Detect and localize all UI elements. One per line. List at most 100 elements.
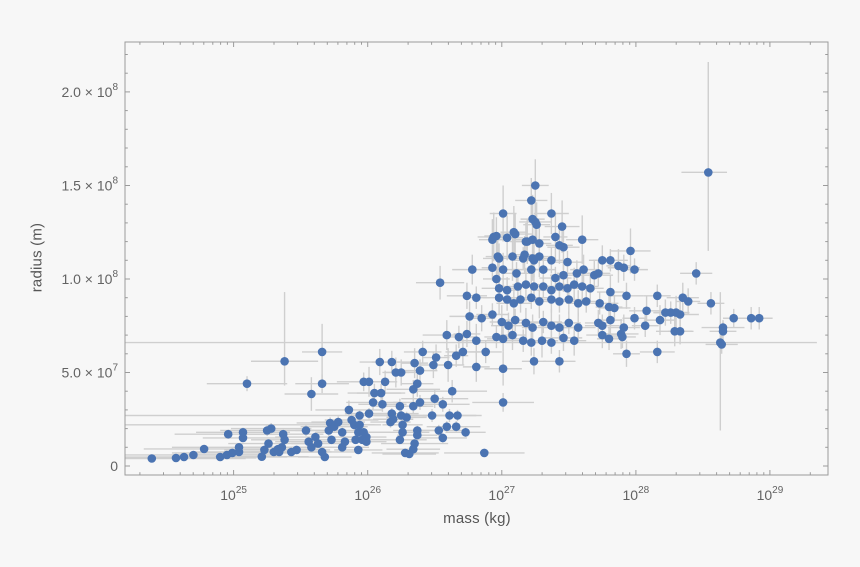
data-point <box>395 435 405 445</box>
data-point <box>234 443 244 452</box>
data-point <box>547 295 556 304</box>
data-point <box>529 282 539 291</box>
data-point <box>547 285 556 295</box>
data-point <box>260 445 269 455</box>
data-point <box>438 400 448 409</box>
data-point <box>527 265 536 274</box>
data-point <box>718 327 728 336</box>
data-point <box>355 420 364 430</box>
data-point <box>451 422 461 432</box>
x-tick-label: 1025 <box>220 485 247 503</box>
data-point <box>598 330 607 340</box>
x-tick-label: 1027 <box>488 485 515 503</box>
data-point <box>619 263 629 273</box>
data-point <box>535 252 544 261</box>
data-point <box>462 291 472 301</box>
data-point <box>380 377 390 387</box>
data-point <box>386 417 395 427</box>
data-point <box>551 232 560 242</box>
data-point <box>264 439 273 448</box>
data-point <box>327 435 336 445</box>
data-point <box>559 242 568 252</box>
data-point <box>307 389 316 399</box>
data-point <box>402 413 411 422</box>
data-point <box>415 366 425 375</box>
data-point <box>398 420 407 430</box>
data-point <box>351 435 360 445</box>
data-point <box>498 265 508 274</box>
data-point <box>301 426 311 435</box>
data-point <box>307 443 316 452</box>
data-point <box>527 293 536 303</box>
data-point <box>498 334 508 344</box>
data-point <box>642 306 651 316</box>
x-tick-label: 1029 <box>757 485 784 503</box>
data-point <box>376 388 386 398</box>
data-point <box>706 299 716 308</box>
data-point <box>537 336 547 346</box>
data-point <box>630 313 639 323</box>
data-point <box>242 379 252 389</box>
data-point <box>555 282 564 291</box>
data-point <box>683 297 693 306</box>
data-point <box>238 433 248 443</box>
data-point <box>498 209 508 218</box>
data-point <box>493 252 503 261</box>
data-point <box>277 443 287 452</box>
data-point <box>521 318 531 328</box>
data-point <box>598 321 607 331</box>
data-point <box>528 254 537 263</box>
data-point <box>569 336 579 346</box>
data-point <box>497 317 507 327</box>
data-point <box>573 323 583 332</box>
data-point <box>418 347 428 357</box>
data-point <box>528 323 537 332</box>
data-point <box>375 357 385 367</box>
data-point <box>410 358 419 368</box>
data-point <box>502 285 512 295</box>
data-point <box>364 377 374 387</box>
data-point <box>594 269 603 278</box>
data-point <box>508 330 517 340</box>
data-point <box>630 265 639 274</box>
data-point <box>564 318 574 328</box>
data-point <box>453 411 462 420</box>
data-point <box>512 269 521 278</box>
y-tick-label: 1.5 × 108 <box>61 175 118 193</box>
data-point <box>228 448 237 458</box>
scatter-points-layer <box>147 168 764 463</box>
data-point <box>535 297 544 306</box>
data-point <box>518 336 528 346</box>
data-point <box>481 347 491 357</box>
data-point <box>378 400 387 409</box>
data-point <box>451 351 461 361</box>
data-point <box>539 317 548 327</box>
data-point <box>472 293 481 303</box>
data-point <box>337 428 347 437</box>
data-point <box>606 255 615 265</box>
x-tick-label: 1028 <box>623 485 650 503</box>
data-point <box>355 411 364 420</box>
data-point <box>559 333 568 343</box>
data-point <box>442 330 452 340</box>
data-point <box>189 450 198 460</box>
y-axis-title: radius (m) <box>28 222 46 293</box>
data-point <box>640 321 650 331</box>
data-point <box>340 437 350 447</box>
tick-labels-layer: 1025 1026 1027 1028 1029 0 5.0 × 107 1.0 × 108 1… <box>61 82 783 503</box>
data-point <box>179 452 189 462</box>
data-point <box>454 332 464 342</box>
data-point <box>622 349 631 359</box>
data-point <box>492 274 501 284</box>
data-point <box>527 196 536 205</box>
data-point <box>409 401 418 411</box>
data-point <box>429 360 438 370</box>
data-point <box>610 303 619 313</box>
data-point <box>598 255 607 265</box>
data-point <box>391 368 401 377</box>
data-point <box>477 313 487 323</box>
data-point <box>320 452 330 462</box>
data-point <box>447 386 457 396</box>
data-point <box>398 428 407 437</box>
